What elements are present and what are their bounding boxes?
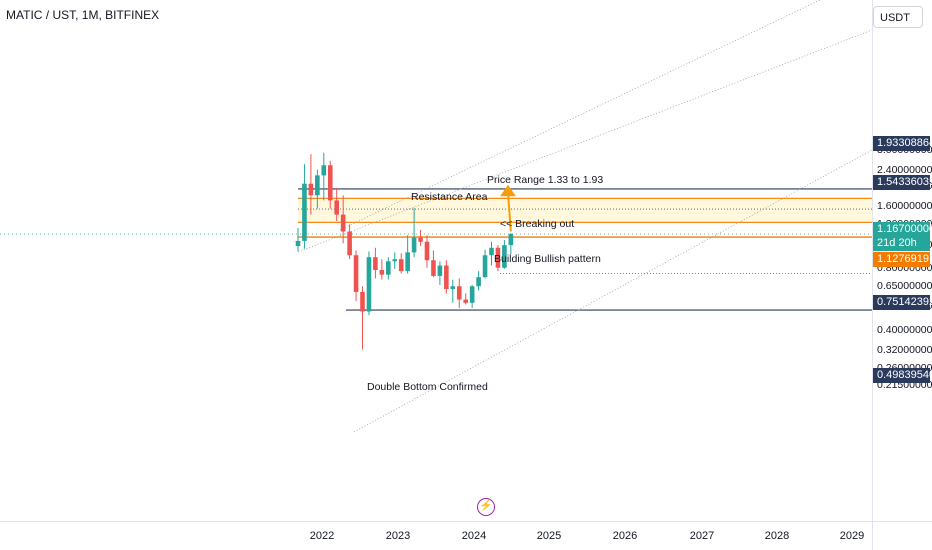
candle[interactable] <box>302 183 307 241</box>
currency-button[interactable]: USDT <box>873 6 923 28</box>
candle[interactable] <box>450 286 456 290</box>
candle[interactable] <box>334 200 339 215</box>
lightning-icon[interactable]: ⚡ <box>477 498 495 516</box>
candle[interactable] <box>360 291 365 312</box>
candle[interactable] <box>495 247 501 268</box>
price-label: 21d 20h <box>873 236 930 251</box>
y-tick-label: 1.60000000 <box>877 199 932 212</box>
annotation-resistance-area: Resistance Area <box>411 191 488 203</box>
y-tick-label: 0.32000000 <box>877 343 932 356</box>
annotation-double-bottom: Double Bottom Confirmed <box>367 381 488 393</box>
price-label: 1.16700000 <box>873 222 932 237</box>
channel-line-middle <box>297 29 873 253</box>
x-tick-label: 2023 <box>385 530 411 542</box>
price-label: 1.93308864 <box>873 136 932 151</box>
candle[interactable] <box>482 255 488 278</box>
candle[interactable] <box>321 165 327 176</box>
time-axis-divider <box>0 521 932 522</box>
x-tick-label: 2028 <box>764 530 790 542</box>
price-label: 0.49839540 <box>873 368 932 383</box>
price-label: 0.75142392 <box>873 295 932 310</box>
projection-arrow-head <box>500 184 516 197</box>
price-label: 1.12769197 <box>873 252 932 267</box>
price-axis-divider <box>872 0 873 550</box>
candle[interactable] <box>295 240 301 247</box>
candle[interactable] <box>398 259 404 272</box>
candle[interactable] <box>508 234 514 246</box>
candle[interactable] <box>366 257 372 312</box>
candle[interactable] <box>456 286 462 300</box>
candle[interactable] <box>347 231 352 256</box>
candle[interactable] <box>424 241 430 261</box>
symbol-title: MATIC / UST, 1M, BITFINEX <box>6 8 160 22</box>
price-label: 1.54336035 <box>873 175 932 190</box>
x-tick-label: 2029 <box>839 530 865 542</box>
resistance-zone <box>298 198 872 223</box>
x-tick-label: 2024 <box>461 530 487 542</box>
candle[interactable] <box>405 252 410 272</box>
candle[interactable] <box>327 165 333 201</box>
candle[interactable] <box>502 245 507 268</box>
y-tick-label: 0.40000000 <box>877 323 932 336</box>
candle[interactable] <box>392 259 398 262</box>
y-tick-label: 2.40000000 <box>877 163 932 176</box>
y-tick-label: 0.65000000 <box>877 280 932 293</box>
candle[interactable] <box>476 277 481 287</box>
x-tick-label: 2026 <box>612 530 638 542</box>
candle[interactable] <box>353 255 359 292</box>
annotation-breaking-out: << Breaking out <box>500 218 575 230</box>
candle[interactable] <box>373 257 378 270</box>
annotation-bullish-pattern: Building Bullish pattern <box>494 253 601 265</box>
x-tick-label: 2027 <box>689 530 715 542</box>
candle[interactable] <box>431 260 436 276</box>
annotation-price-range: Price Range 1.33 to 1.93 <box>487 174 604 186</box>
candle[interactable] <box>308 183 314 196</box>
channel-line-lower <box>353 149 873 433</box>
candle[interactable] <box>489 247 494 256</box>
candle[interactable] <box>340 214 346 232</box>
candle[interactable] <box>444 265 449 290</box>
candle[interactable] <box>437 265 443 276</box>
candle[interactable] <box>411 237 417 253</box>
candle[interactable] <box>386 261 391 275</box>
x-tick-label: 2025 <box>536 530 562 542</box>
candle[interactable] <box>418 237 423 242</box>
projection-arrow-line <box>507 192 512 232</box>
x-tick-label: 2022 <box>309 530 335 542</box>
candle[interactable] <box>469 286 475 303</box>
candle[interactable] <box>463 299 468 303</box>
candle[interactable] <box>315 175 320 196</box>
candle[interactable] <box>379 269 385 275</box>
